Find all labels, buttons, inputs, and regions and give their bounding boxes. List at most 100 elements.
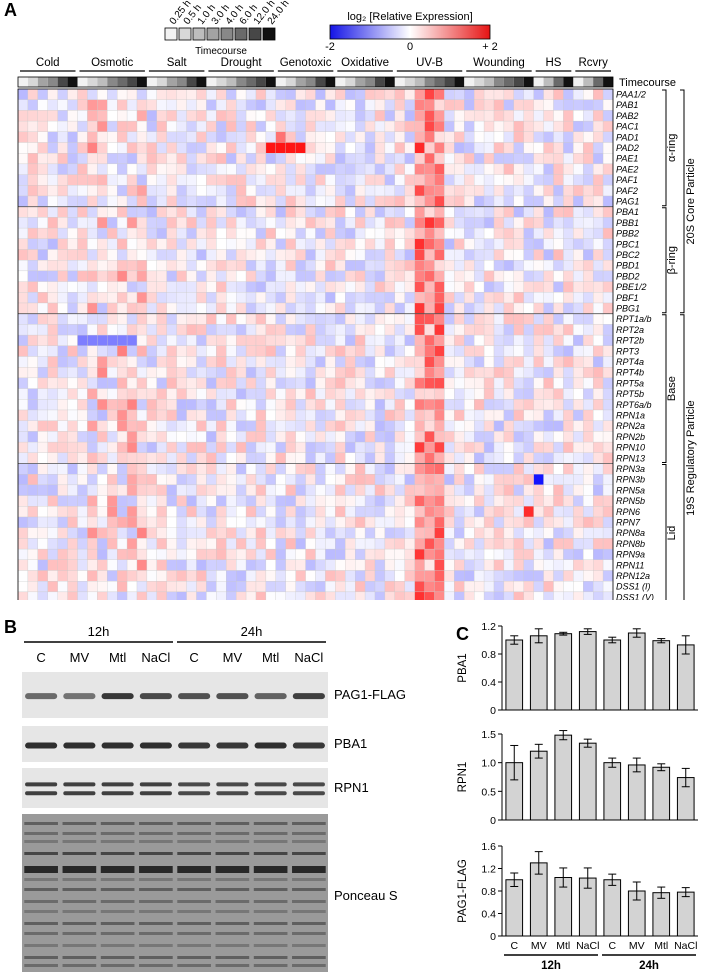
heatmap-cell [434,506,445,518]
heatmap-cell [17,388,29,400]
heatmap-cell [196,441,207,453]
heatmap-cell [117,249,128,261]
heatmap-cell [47,163,58,175]
heatmap-cell [533,452,544,464]
heatmap-cell [434,484,445,496]
chart-y-tick-label: 0.4 [481,677,496,689]
heatmap-cell [146,270,157,282]
heatmap-cell [513,249,524,261]
heatmap-cell [265,559,276,571]
heatmap-cell [474,581,485,593]
heatmap-cell [394,463,405,475]
heatmap-cell [553,388,564,400]
heatmap-cell [236,474,247,486]
heatmap-cell [543,570,554,582]
heatmap-cell [216,356,227,368]
heatmap-cell [285,356,296,368]
timecourse-strip-cell [315,77,326,87]
heatmap-cell [513,324,524,336]
heatmap-cell [67,463,78,475]
ponceau-band [292,910,326,913]
timecourse-strip-cell [513,77,524,87]
heatmap-cell [146,377,157,389]
heatmap-cell [434,281,445,293]
heatmap-cell [315,302,326,314]
timecourse-strip-cell [246,77,256,87]
heatmap-cell [394,548,405,560]
heatmap-cell [384,559,395,571]
heatmap-cell [107,506,118,518]
heatmap-cell [325,281,336,293]
heatmap-cell [394,195,405,207]
heatmap-cell [454,570,465,582]
heatmap-cell [146,334,157,346]
timecourse-strip-cell [137,77,147,87]
blot-panel-label: Ponceau S [334,888,398,903]
heatmap-cell [384,270,395,282]
heatmap-cell [573,559,584,571]
heatmap-cell [583,559,594,571]
heatmap-cell [394,559,405,571]
chart-y-label: RPN1 [457,762,469,793]
heatmap-cell [216,527,227,539]
heatmap-cell [474,110,485,122]
heatmap-cell [315,281,326,293]
heatmap-cell [483,153,495,165]
ponceau-band [177,900,211,903]
heatmap-cell [186,463,197,475]
heatmap-cell [374,120,386,132]
condition-label: Oxidative [341,57,389,69]
heatmap-cell [136,334,148,346]
heatmap-cell [285,484,296,496]
heatmap-cell [315,506,326,518]
heatmap-cell [77,334,88,346]
heatmap-cell [355,388,366,400]
heatmap-cell [424,399,435,411]
heatmap-cell [176,206,187,218]
heatmap-cell [176,185,187,197]
heatmap-cell [355,324,366,336]
heatmap-cell [533,399,544,411]
heatmap-cell [87,88,98,100]
heatmap-cell [245,153,257,165]
heatmap-cell [583,185,594,197]
heatmap-cell [107,548,118,560]
heatmap-cell [533,334,544,346]
heatmap-cell [434,463,445,475]
heatmap-cell [602,474,614,486]
heatmap-cell [583,388,594,400]
heatmap-cell [404,548,415,560]
heatmap-cell [493,163,505,175]
heatmap-cell [107,367,118,379]
heatmap-cell [394,302,405,314]
heatmap-cell [384,153,395,165]
gene-label: RPN12a [616,571,650,581]
heatmap-cell [186,452,197,464]
heatmap-cell [87,388,98,400]
heatmap-cell [67,441,78,453]
heatmap-cell [176,110,187,122]
heatmap-cell [275,217,286,229]
heatmap-cell [255,99,267,111]
heatmap-cell [186,249,197,261]
heatmap-cell [236,131,247,143]
heatmap-cell [117,495,128,507]
heatmap-cell [77,227,88,239]
heatmap-cell [513,463,524,475]
heatmap-cell [483,420,495,432]
ponceau-band [100,832,135,835]
heatmap-cell [483,302,495,314]
heatmap-cell [305,452,316,464]
heatmap-cell [17,281,29,293]
ponceau-band [292,878,326,881]
heatmap-cell [27,474,38,486]
heatmap-cell [424,206,435,218]
heatmap-cell [126,420,138,432]
heatmap-cell [206,88,217,100]
heatmap-cell [166,260,177,272]
heatmap-cell [186,570,197,582]
heatmap-cell [77,409,88,421]
heatmap-cell [275,463,286,475]
heatmap-cell [364,88,376,100]
heatmap-cell [503,292,514,304]
